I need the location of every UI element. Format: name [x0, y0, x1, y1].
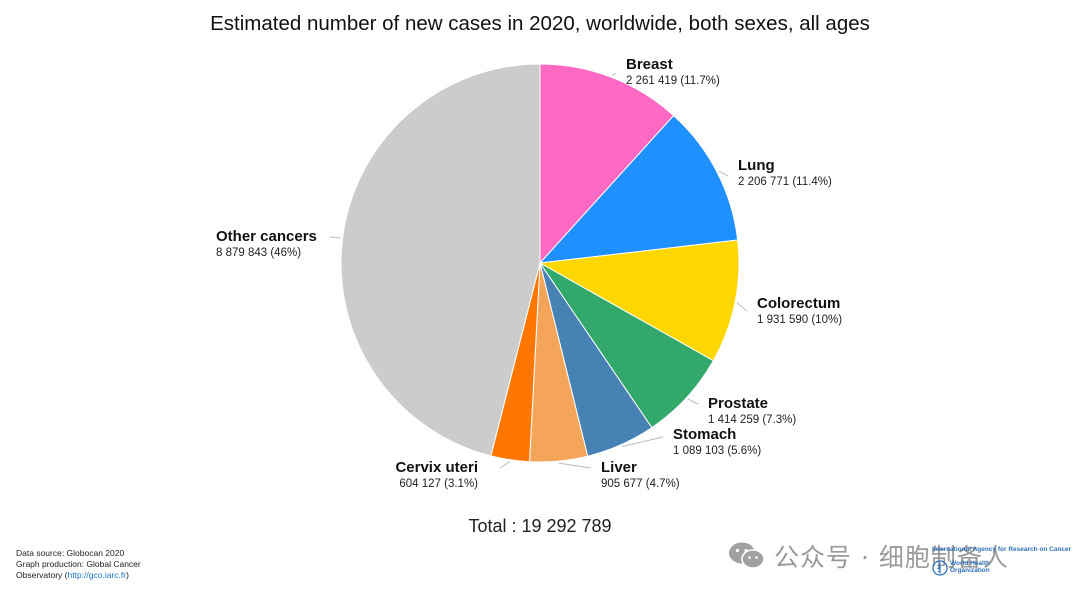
leader-line-lung: [718, 170, 729, 177]
source-line-3: Observatory (http://gco.iarc.fr): [16, 570, 141, 581]
pie-labels: Breast 2 261 419 (11.7%) Lung 2 206 771 (11…: [216, 56, 842, 490]
slice-value-other-cancers: 8 879 843 (46%): [216, 247, 301, 259]
leader-line-prostate: [687, 398, 699, 405]
slice-value-cervix-uteri: 604 127 (3.1%): [399, 478, 478, 490]
who-logo-line-2: Organization: [950, 567, 990, 574]
wechat-icon: [729, 542, 765, 569]
who-emblem-icon: [932, 560, 948, 576]
leader-line-other-cancers: [329, 236, 341, 239]
leader-line-colorectum: [736, 302, 748, 312]
pie-slice-lung[interactable]: [538, 114, 739, 264]
pie-slices: [340, 63, 740, 463]
slice-label-other-cancers: Other cancers: [216, 228, 317, 245]
pie-slice-breast[interactable]: [539, 63, 675, 265]
source-link[interactable]: http://gco.iarc.fr: [67, 570, 127, 580]
data-source-note: Data source: Globocan 2020 Graph product…: [16, 548, 141, 581]
slice-value-liver: 905 677 (4.7%): [601, 478, 680, 490]
who-logo-line-1: World Health: [950, 560, 990, 567]
watermark: 公众号 · 细胞制备人: [728, 538, 1009, 574]
pie-slice-colorectum[interactable]: [538, 239, 740, 362]
source-line-3-suffix: ): [126, 570, 129, 580]
slice-label-breast: Breast: [626, 56, 673, 73]
slice-value-prostate: 1 414 259 (7.3%): [708, 414, 796, 426]
slice-label-prostate: Prostate: [708, 395, 768, 412]
slice-value-stomach: 1 089 103 (5.6%): [673, 445, 761, 457]
watermark-text: 公众号 · 细胞制备人: [774, 543, 1009, 572]
slice-label-colorectum: Colorectum: [757, 295, 840, 312]
leader-line-liver: [558, 462, 592, 469]
source-line-3-prefix: Observatory (: [16, 570, 68, 580]
pie-slice-other-cancers[interactable]: [340, 63, 541, 457]
iarc-logo-text: International Agency for Research on Can…: [932, 546, 1072, 553]
leader-line-breast: [612, 72, 617, 76]
source-line-2: Graph production: Global Cancer: [16, 559, 141, 569]
chart-title: Estimated number of new cases in 2020, w…: [210, 12, 870, 35]
slice-value-breast: 2 261 419 (11.7%): [626, 75, 720, 87]
organization-logos: International Agency for Research on Can…: [932, 546, 1072, 578]
slice-label-cervix-uteri: Cervix uteri: [395, 459, 478, 476]
slice-value-colorectum: 1 931 590 (10%): [757, 314, 842, 326]
slice-label-stomach: Stomach: [673, 426, 736, 443]
leader-line-cervix-uteri: [499, 461, 510, 469]
total-label: Total : 19 292 789: [468, 516, 612, 536]
slice-label-lung: Lung: [738, 157, 775, 174]
slice-label-liver: Liver: [601, 459, 637, 476]
source-line-1: Data source: Globocan 2020: [16, 548, 125, 558]
leader-line-stomach: [621, 436, 664, 448]
slice-value-lung: 2 206 771 (11.4%): [738, 176, 832, 188]
